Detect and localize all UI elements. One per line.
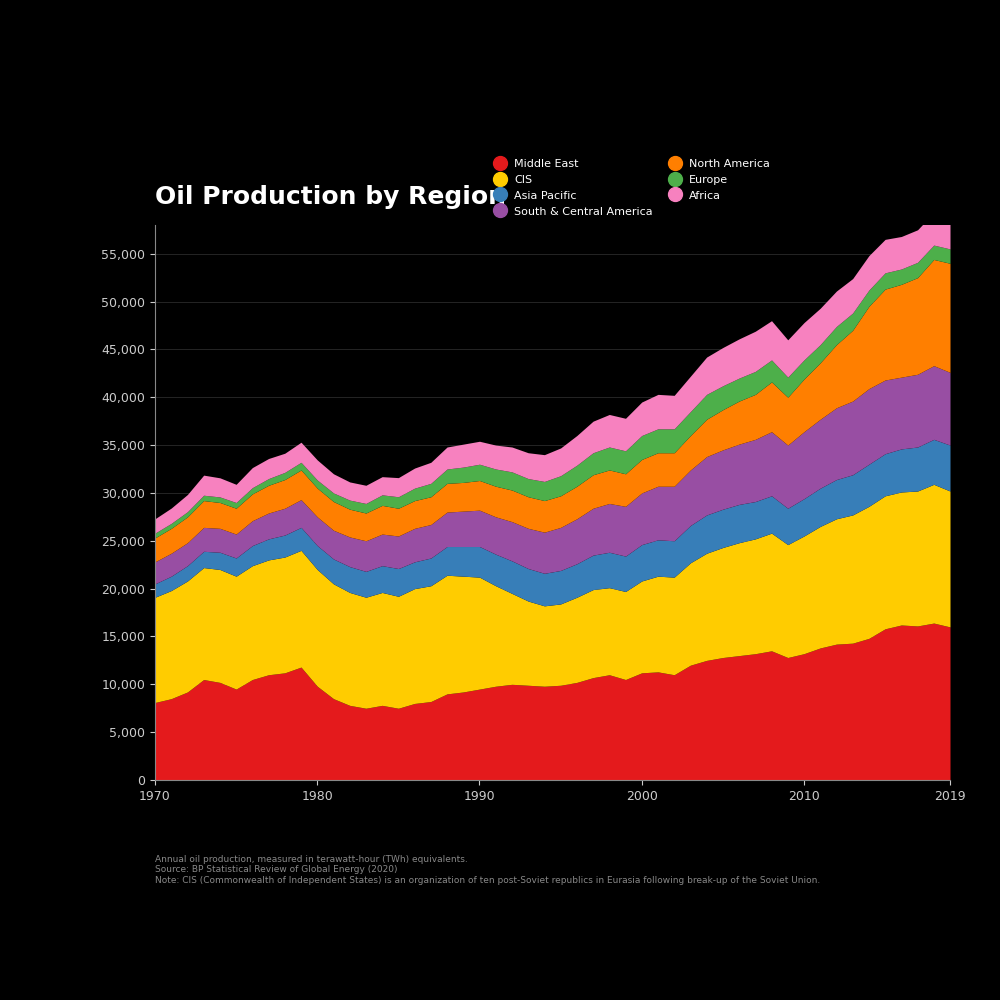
Text: Oil Production by Region: Oil Production by Region: [155, 185, 506, 209]
Text: Annual oil production, measured in terawatt-hour (TWh) equivalents.
Source: BP S: Annual oil production, measured in teraw…: [155, 855, 820, 885]
Legend: North America, Europe, Africa: North America, Europe, Africa: [669, 158, 770, 201]
